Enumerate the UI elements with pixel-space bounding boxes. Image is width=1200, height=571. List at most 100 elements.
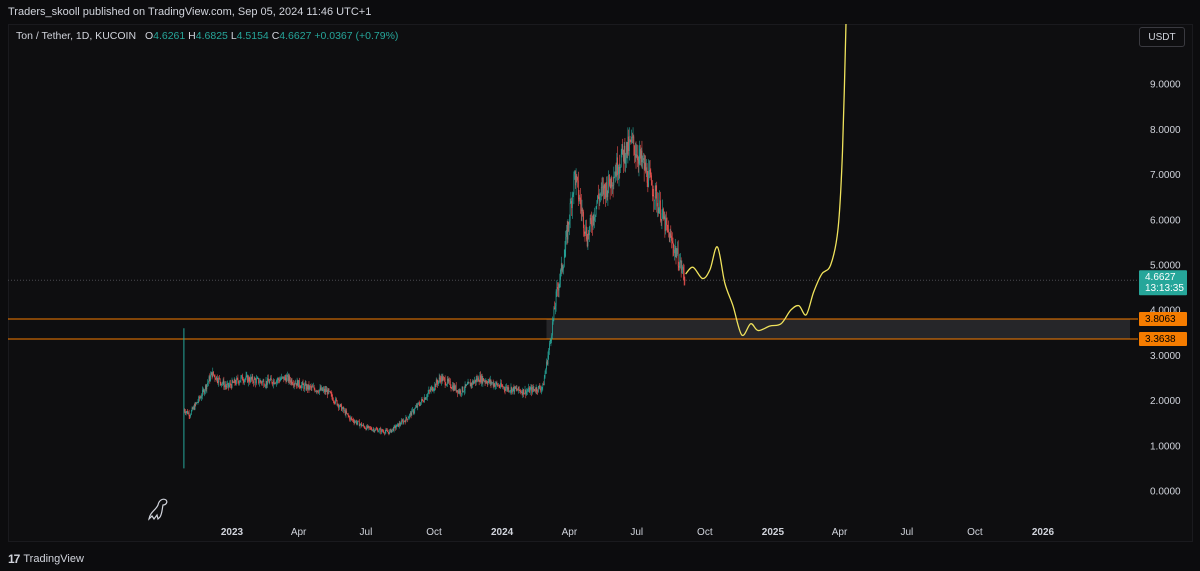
candle-body <box>364 426 365 429</box>
candle-body <box>316 390 318 392</box>
candle-body <box>474 379 476 382</box>
candle-body <box>295 383 296 385</box>
candle-body <box>256 378 257 384</box>
candle-body <box>639 149 641 156</box>
y-tick-label: 8.0000 <box>1150 125 1181 136</box>
candle-body <box>518 386 519 391</box>
footer: 17 TradingView <box>0 546 1200 571</box>
candle-body <box>527 390 529 392</box>
candle-body <box>239 380 241 382</box>
candle-body <box>595 206 597 215</box>
candle-body <box>185 411 186 414</box>
candle-body <box>498 385 499 387</box>
candle-body <box>377 429 379 433</box>
x-tick-label: Oct <box>967 527 983 538</box>
candle-body <box>629 139 630 152</box>
candle-body <box>566 229 567 237</box>
candle-body <box>463 390 465 392</box>
candle-body <box>357 420 359 423</box>
candle-body <box>560 263 562 270</box>
candle-body <box>535 390 536 392</box>
candle-body <box>529 387 530 393</box>
candle-body <box>297 380 299 388</box>
candle-body <box>645 162 646 173</box>
candle-body <box>585 226 587 234</box>
candle-body <box>190 410 192 415</box>
candle-body <box>568 222 570 225</box>
candle-body <box>605 188 607 198</box>
candle-body <box>584 231 586 234</box>
candle-body <box>253 378 255 384</box>
candle-body <box>530 387 532 389</box>
candle-body <box>446 384 447 386</box>
candle-body <box>634 145 635 155</box>
candle-body <box>343 407 345 411</box>
candle-body <box>630 139 632 143</box>
candle-body <box>358 421 360 427</box>
candle-body <box>261 381 262 384</box>
candle-body <box>646 167 648 183</box>
candle-body <box>386 429 388 431</box>
candle-body <box>529 388 531 393</box>
candle-body <box>660 220 662 221</box>
candle-body <box>674 247 676 250</box>
candle-body <box>196 402 198 403</box>
candle-body <box>234 379 236 384</box>
candle-body <box>302 382 304 385</box>
candle-body <box>341 408 343 411</box>
candle-body <box>634 154 636 155</box>
candle-body <box>592 214 594 227</box>
candle-body <box>404 420 405 422</box>
candle-body <box>276 380 277 384</box>
currency-selector[interactable]: USDT <box>1139 27 1185 47</box>
candle-body <box>416 405 418 408</box>
last-price-badge-text: 13:13:35 <box>1145 283 1184 294</box>
candle-body <box>354 421 356 423</box>
candle-body <box>669 233 671 242</box>
candle-body <box>603 184 605 195</box>
candle-body <box>355 421 356 422</box>
candle-body <box>384 432 385 434</box>
y-tick-label: 0.0000 <box>1150 487 1181 498</box>
candle-body <box>569 221 570 225</box>
candle-body <box>257 378 259 379</box>
candle-body <box>636 154 638 158</box>
candle-body <box>614 176 615 179</box>
candle-body <box>586 226 587 240</box>
candle-body <box>651 175 652 186</box>
y-tick-label: 9.0000 <box>1150 80 1181 91</box>
x-tick-label: Oct <box>697 527 713 538</box>
candle-body <box>673 248 675 254</box>
candle-body <box>403 420 405 424</box>
candle-body <box>399 423 401 425</box>
candle-body <box>414 408 416 412</box>
candle-body <box>600 186 602 194</box>
candle-body <box>563 266 564 269</box>
candle-body <box>677 248 678 255</box>
publisher-text: Traders_skooll published on TradingView.… <box>8 6 372 18</box>
candle-body <box>291 379 293 384</box>
candle-body <box>392 428 394 431</box>
candle-body <box>446 379 448 385</box>
candle-body <box>518 386 520 391</box>
candle-body <box>496 382 498 384</box>
candle-body <box>648 171 649 187</box>
candle-body <box>208 376 210 382</box>
candle-body <box>435 380 437 388</box>
candle-body <box>680 260 681 263</box>
candle-body <box>269 380 271 384</box>
candle-body <box>478 381 480 383</box>
candle-body <box>418 403 419 404</box>
footer-brand[interactable]: TradingView <box>23 552 84 565</box>
candle-body <box>539 386 541 389</box>
candle-body <box>569 202 571 222</box>
candle-body <box>586 239 588 247</box>
candle-body <box>202 389 204 391</box>
candle-body <box>654 199 655 201</box>
candle-body <box>534 389 535 391</box>
chart-area[interactable] <box>8 24 1193 542</box>
candle-body <box>526 391 527 395</box>
candle-body <box>418 403 420 405</box>
candle-body <box>533 389 535 390</box>
